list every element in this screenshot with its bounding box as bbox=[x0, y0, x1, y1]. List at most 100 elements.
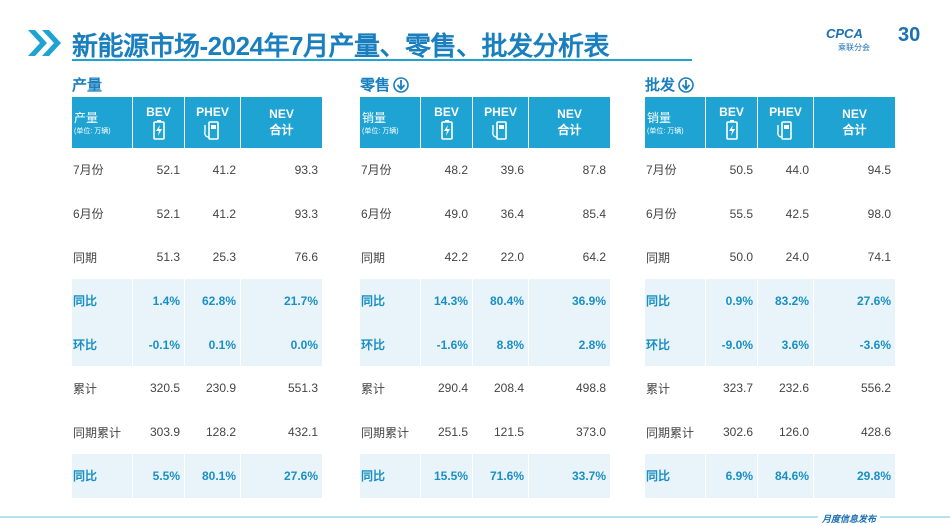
row-label: 同期累计 bbox=[645, 410, 706, 454]
down-icon bbox=[393, 76, 409, 93]
value-cell: 6.9% bbox=[706, 453, 758, 498]
value-cell: 55.5 bbox=[706, 191, 758, 236]
row-label: 7月份 bbox=[645, 148, 706, 192]
header-unit: (单位: 万辆) bbox=[362, 128, 399, 135]
row-label: 同比 bbox=[645, 279, 706, 323]
value-cell: 87.8 bbox=[529, 148, 611, 192]
header-cell: 销量 (单位: 万辆) bbox=[645, 97, 706, 148]
value-cell: 121.5 bbox=[473, 410, 529, 454]
row-label: 环比 bbox=[360, 322, 421, 367]
value-cell: 5.5% bbox=[133, 453, 185, 498]
value-cell: 251.5 bbox=[421, 410, 473, 454]
battery-icon bbox=[440, 119, 453, 140]
value-cell: 41.2 bbox=[185, 191, 241, 236]
value-cell: 33.7% bbox=[529, 453, 611, 498]
value-cell: 27.6% bbox=[814, 279, 896, 323]
value-cell: 36.9% bbox=[529, 279, 611, 323]
column-sub: 合计 bbox=[557, 123, 582, 137]
value-cell: 0.1% bbox=[185, 322, 241, 367]
value-cell: 29.8% bbox=[814, 453, 896, 498]
row-label: 6月份 bbox=[360, 191, 421, 236]
badge: 30 bbox=[898, 24, 921, 46]
value-cell: 64.2 bbox=[529, 235, 611, 280]
value-cell: 36.4 bbox=[473, 191, 529, 236]
value-cell: 51.3 bbox=[133, 235, 185, 280]
value-cell: 320.5 bbox=[133, 366, 185, 411]
header-cell: BEV bbox=[706, 97, 758, 148]
row-label: 环比 bbox=[72, 322, 133, 367]
row-label: 7月份 bbox=[360, 148, 421, 192]
row-label: 同期 bbox=[360, 235, 421, 280]
value-cell: 432.1 bbox=[241, 410, 323, 454]
column-sub: 合计 bbox=[269, 123, 294, 137]
header-cell: NEV 合计 bbox=[814, 97, 896, 148]
header-cell: BEV bbox=[133, 97, 185, 148]
section-label: 零售 bbox=[360, 77, 391, 94]
value-cell: 3.6% bbox=[758, 322, 814, 367]
value-cell: 230.9 bbox=[185, 366, 241, 411]
column-label: PHEV bbox=[196, 104, 229, 119]
value-cell: -1.6% bbox=[421, 322, 473, 367]
value-cell: 14.3% bbox=[421, 279, 473, 323]
value-cell: 323.7 bbox=[706, 366, 758, 411]
value-cell: 62.8% bbox=[185, 279, 241, 323]
header-cell: 销量 (单位: 万辆) bbox=[360, 97, 421, 148]
header-cell: NEV 合计 bbox=[241, 97, 323, 148]
value-cell: 42.5 bbox=[758, 191, 814, 236]
value-cell: 80.1% bbox=[185, 453, 241, 498]
value-cell: 80.4% bbox=[473, 279, 529, 323]
row-label: 同比 bbox=[72, 453, 133, 498]
value-cell: 128.2 bbox=[185, 410, 241, 454]
logo-sub: 乘联分会 bbox=[838, 43, 870, 52]
header-label: 销量 bbox=[647, 111, 672, 125]
value-cell: 76.6 bbox=[241, 235, 323, 280]
title: 新能源市场-2024年7月产量、零售、批发分析表 bbox=[72, 31, 609, 61]
section-label: 产量 bbox=[72, 77, 103, 94]
value-cell: 93.3 bbox=[241, 148, 323, 192]
value-cell: 551.3 bbox=[241, 366, 323, 411]
chevron-icon bbox=[28, 30, 61, 56]
value-cell: 208.4 bbox=[473, 366, 529, 411]
value-cell: 1.4% bbox=[133, 279, 185, 323]
column-label: NEV bbox=[842, 107, 867, 121]
row-label: 同比 bbox=[645, 453, 706, 498]
row-label: 同期累计 bbox=[360, 410, 421, 454]
section-title: 批发 bbox=[645, 74, 694, 95]
row-label: 累计 bbox=[360, 366, 421, 411]
column-label: PHEV bbox=[769, 104, 802, 119]
row-label: 累计 bbox=[645, 366, 706, 411]
row-label: 同比 bbox=[360, 453, 421, 498]
column-label: PHEV bbox=[484, 104, 517, 119]
value-cell: 24.0 bbox=[758, 235, 814, 280]
header-cell: PHEV bbox=[185, 97, 241, 148]
header-cell: PHEV bbox=[473, 97, 529, 148]
footer-rule bbox=[0, 516, 950, 518]
value-cell: 50.5 bbox=[706, 148, 758, 192]
value-cell: 49.0 bbox=[421, 191, 473, 236]
value-cell: 556.2 bbox=[814, 366, 896, 411]
header-cell: 产量 (单位: 万辆) bbox=[72, 97, 133, 148]
header-label: 产量 bbox=[74, 111, 99, 125]
value-cell: 41.2 bbox=[185, 148, 241, 192]
value-cell: 52.1 bbox=[133, 148, 185, 192]
row-label: 同比 bbox=[360, 279, 421, 323]
value-cell: 22.0 bbox=[473, 235, 529, 280]
column-label: BEV bbox=[719, 104, 744, 119]
header-cell: BEV bbox=[421, 97, 473, 148]
value-cell: 94.5 bbox=[814, 148, 896, 192]
value-cell: 48.2 bbox=[421, 148, 473, 192]
value-cell: 302.6 bbox=[706, 410, 758, 454]
value-cell: 74.1 bbox=[814, 235, 896, 280]
header-cell: PHEV bbox=[758, 97, 814, 148]
value-cell: 44.0 bbox=[758, 148, 814, 192]
section-title: 产量 bbox=[72, 74, 102, 95]
value-cell: 39.6 bbox=[473, 148, 529, 192]
battery-icon bbox=[725, 119, 738, 140]
value-cell: -0.1% bbox=[133, 322, 185, 367]
footer: 月度信息发布 bbox=[818, 512, 881, 525]
row-label: 6月份 bbox=[72, 191, 133, 236]
column-label: NEV bbox=[557, 107, 582, 121]
value-cell: 8.8% bbox=[473, 322, 529, 367]
header-label: 销量 bbox=[362, 111, 387, 125]
